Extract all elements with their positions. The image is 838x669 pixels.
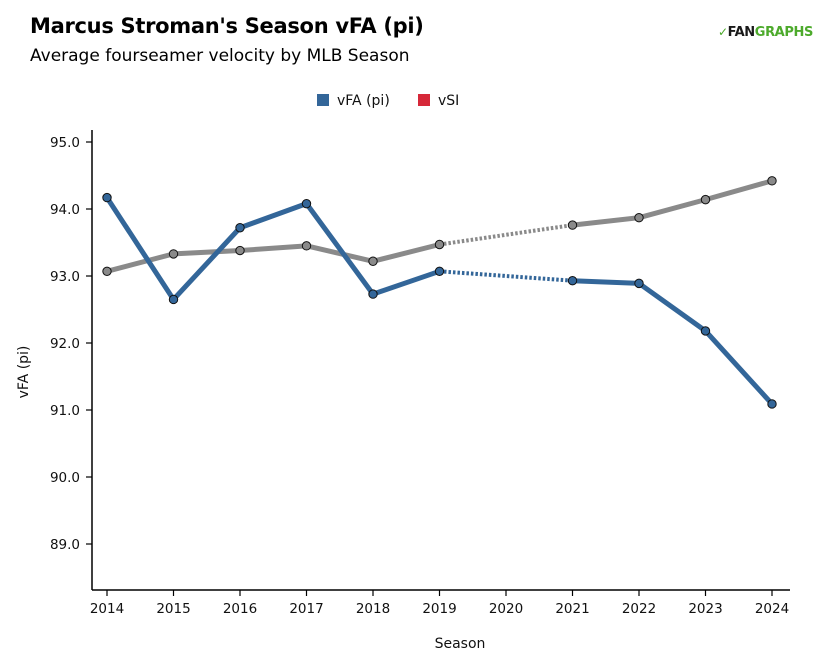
data-point-vfa-pi-[interactable]	[700, 326, 711, 336]
y-tick-label: 89.0	[50, 537, 80, 553]
data-point-comparison[interactable]	[634, 213, 644, 223]
series-line-vfa-pi--segment	[171, 225, 243, 302]
logo-mark-icon: ✓	[718, 25, 728, 39]
x-tick-label: 2024	[755, 601, 789, 617]
x-tick-label: 2020	[489, 601, 523, 617]
series-line-vfa-pi--gap-segment	[439, 269, 573, 283]
chart-data-points	[102, 176, 777, 409]
series-line-comparison-segment	[237, 243, 309, 254]
x-axis-title: Season	[435, 636, 486, 652]
legend-label: vSI	[438, 93, 459, 109]
series-line-comparison-segment	[570, 215, 642, 228]
data-point-vfa-pi-[interactable]	[301, 198, 312, 209]
series-line-vfa-pi--segment	[104, 195, 176, 302]
chart-subtitle: Average fourseamer velocity by MLB Seaso…	[30, 46, 410, 66]
data-point-vfa-pi-[interactable]	[767, 399, 777, 409]
x-tick-label: 2015	[156, 601, 190, 617]
series-line-vfa-pi--segment	[237, 201, 309, 231]
x-tick-label: 2017	[289, 601, 323, 617]
x-tick-label: 2016	[223, 601, 257, 617]
fangraphs-logo: ✓FANGRAPHS	[718, 25, 813, 40]
series-line-vfa-pi--segment	[636, 280, 708, 334]
chart-title: Marcus Stroman's Season vFA (pi)	[30, 14, 424, 38]
data-point-vfa-pi-[interactable]	[168, 294, 179, 305]
y-tick-label: 90.0	[50, 470, 80, 486]
x-tick-label: 2021	[555, 601, 589, 617]
y-tick-label: 92.0	[50, 336, 80, 352]
data-point-comparison[interactable]	[301, 241, 312, 251]
data-point-vfa-pi-[interactable]	[368, 289, 378, 299]
data-point-vfa-pi-[interactable]	[567, 275, 578, 286]
series-line-comparison-segment	[171, 248, 243, 257]
y-tick-label: 95.0	[50, 135, 80, 151]
x-tick-label: 2023	[688, 601, 722, 617]
data-point-comparison[interactable]	[567, 220, 578, 230]
series-line-comparison-segment	[304, 243, 376, 264]
series-line-vfa-pi--segment	[304, 201, 376, 297]
y-tick-label: 93.0	[50, 269, 80, 285]
series-line-comparison-segment	[104, 251, 176, 274]
legend-swatch	[418, 94, 430, 106]
data-point-comparison[interactable]	[434, 239, 445, 250]
x-tick-label: 2018	[356, 601, 390, 617]
series-line-comparison-gap-segment	[439, 223, 573, 247]
y-axis-title: vFA (pi)	[16, 346, 32, 399]
data-point-vfa-pi-[interactable]	[634, 278, 644, 289]
series-line-comparison-segment	[370, 242, 442, 264]
series-line-vfa-pi--segment	[570, 278, 642, 286]
series-line-comparison-segment	[636, 197, 708, 221]
data-point-comparison[interactable]	[368, 256, 378, 266]
series-line-vfa-pi--segment	[703, 328, 775, 407]
series-line-vfa-pi--segment	[370, 268, 442, 297]
data-point-comparison[interactable]	[235, 245, 245, 256]
x-tick-label: 2014	[90, 601, 124, 617]
chart-series-lines	[104, 178, 775, 407]
chart-axes: 89.0 90.0 91.0 92.0 93.0 94.0 95.0 2014 2015 2016…	[50, 130, 790, 617]
data-point-vfa-pi-[interactable]	[235, 223, 245, 233]
legend-label: vFA (pi)	[337, 93, 390, 109]
data-point-vfa-pi-[interactable]	[434, 266, 445, 277]
y-tick-label: 91.0	[50, 403, 80, 419]
data-point-comparison[interactable]	[767, 176, 777, 186]
logo-text-fan: FAN	[727, 25, 756, 40]
logo-text-graphs: GRAPHS	[754, 25, 814, 40]
data-point-comparison[interactable]	[700, 194, 711, 205]
series-line-comparison-segment	[703, 178, 775, 203]
y-tick-label: 94.0	[50, 202, 80, 218]
x-tick-label: 2022	[622, 601, 656, 617]
legend-swatch	[317, 94, 329, 106]
data-point-vfa-pi-[interactable]	[102, 192, 112, 203]
data-point-comparison[interactable]	[102, 266, 112, 277]
x-tick-label: 2019	[422, 601, 456, 617]
data-point-comparison[interactable]	[168, 249, 179, 259]
chart-legend: vFA (pi) vSI	[317, 93, 459, 109]
